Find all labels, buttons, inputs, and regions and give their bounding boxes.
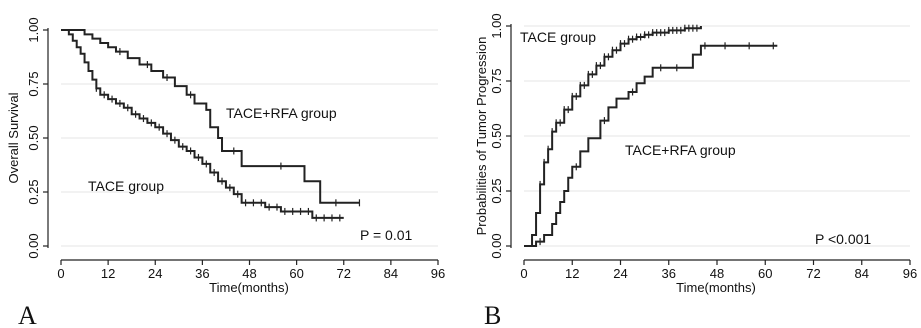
panel-a-y-tick-label: 0.50 bbox=[26, 125, 41, 150]
panel-b-x-tick-label: 0 bbox=[520, 266, 527, 281]
panel-a: A 0.00 0.25 0.50 0.75 1.00 0 12 24 36 48 60 72 84 96… bbox=[6, 17, 445, 328]
panel-a-x-tick-label: 84 bbox=[384, 266, 398, 281]
panel-a-x-tick-label: 0 bbox=[57, 266, 64, 281]
panel-a-x-tick-label: 60 bbox=[289, 266, 303, 281]
panel-a-x-tick-label: 36 bbox=[195, 266, 209, 281]
panel-b-y-tick-label: 0.75 bbox=[489, 68, 504, 93]
panel-a-x-tick-label: 96 bbox=[431, 266, 445, 281]
panel-b-x-ticks: 0 12 24 36 48 60 72 84 96 bbox=[520, 260, 917, 281]
panel-a-x-tick-label: 24 bbox=[148, 266, 162, 281]
panel-a-x-ticks: 0 12 24 36 48 60 72 84 96 bbox=[57, 260, 445, 281]
panel-b-label-tace: TACE group bbox=[520, 29, 596, 45]
panel-b-series-group bbox=[524, 24, 778, 247]
panel-b-x-tick-label: 96 bbox=[903, 266, 917, 281]
panel-a-x-axis-title: Time(months) bbox=[209, 280, 289, 295]
panel-a-letter: A bbox=[18, 301, 37, 328]
panel-b-p-value: P <0.001 bbox=[815, 231, 871, 247]
panel-b-y-axis-title: Probabilities of Tumor Progression bbox=[474, 37, 489, 236]
panel-a-series-tace-rfa-group bbox=[61, 29, 360, 204]
panel-a-label-tace: TACE group bbox=[88, 178, 164, 194]
panel-b-y-tick-label: 0.25 bbox=[489, 178, 504, 203]
panel-a-y-tick-label: 0.25 bbox=[26, 179, 41, 204]
panel-b-x-tick-label: 12 bbox=[565, 266, 579, 281]
panel-b-letter: B bbox=[484, 301, 501, 328]
panel-b-y-tick-label: 1.00 bbox=[489, 13, 504, 38]
panel-b-label-tace-rfa: TACE+RFA group bbox=[625, 142, 736, 158]
panel-a-y-tick-label: 0.00 bbox=[26, 233, 41, 258]
panel-a-p-value: P = 0.01 bbox=[360, 227, 413, 243]
panel-a-y-tick-label: 0.75 bbox=[26, 71, 41, 96]
panel-b-x-tick-label: 84 bbox=[855, 266, 869, 281]
panel-a-y-ticks: 0.00 0.25 0.50 0.75 1.00 bbox=[26, 17, 48, 259]
panel-b-x-tick-label: 60 bbox=[758, 266, 772, 281]
panel-b-y-tick-label: 0.50 bbox=[489, 123, 504, 148]
panel-a-label-tace-rfa: TACE+RFA group bbox=[226, 105, 337, 121]
panel-b-x-tick-label: 24 bbox=[613, 266, 627, 281]
panel-b-series-tace-rfa-group bbox=[524, 44, 778, 247]
panel-a-x-tick-label: 72 bbox=[337, 266, 351, 281]
panel-b-x-tick-label: 48 bbox=[710, 266, 724, 281]
panel-a-grid bbox=[61, 29, 438, 247]
panel-b-y-tick-label: 0.00 bbox=[489, 233, 504, 258]
panel-b-x-axis-title: Time(months) bbox=[676, 280, 756, 295]
panel-a-x-tick-label: 12 bbox=[101, 266, 115, 281]
panel-a-y-tick-label: 1.00 bbox=[26, 17, 41, 42]
panel-a-series-group bbox=[61, 29, 361, 222]
panel-b: B 0.00 0.25 0.50 0.75 1.00 0 12 24 36 48 60 72 84 96… bbox=[474, 13, 917, 328]
panel-a-x-tick-label: 48 bbox=[242, 266, 256, 281]
panel-b-y-ticks: 0.00 0.25 0.50 0.75 1.00 bbox=[489, 13, 511, 259]
panel-b-x-tick-label: 36 bbox=[662, 266, 676, 281]
panel-b-x-tick-label: 72 bbox=[806, 266, 820, 281]
panel-a-y-axis-title: Overall Survival bbox=[6, 92, 21, 183]
panel-b-grid bbox=[524, 25, 910, 247]
